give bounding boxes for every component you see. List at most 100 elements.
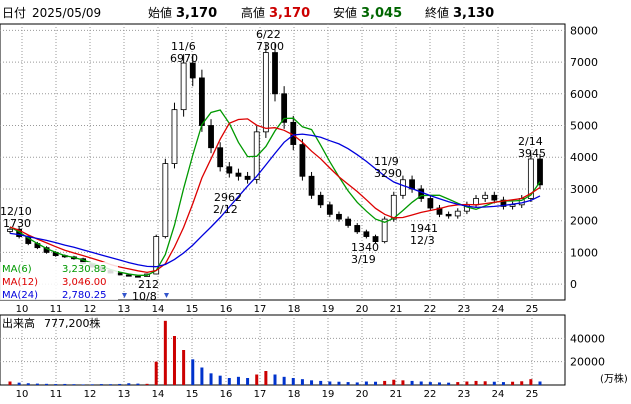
volume-bar xyxy=(54,384,58,385)
annotation-low-108-date: 10/8 xyxy=(132,290,157,303)
high-value: 3,170 xyxy=(269,6,310,21)
volume-value: 777,200株 xyxy=(44,316,101,330)
annotation-high-214-price: 3945 xyxy=(518,147,546,160)
price-panel-frame xyxy=(0,23,566,301)
volume-bar xyxy=(26,383,30,385)
volume-bar xyxy=(410,380,414,385)
volume-x-axis-labels: 10 11 12 13 14 15 16 17 18 19 20 21 22 23 24 25 xyxy=(16,389,539,400)
annotation-high-1210-price: 1730 xyxy=(3,217,31,230)
volume-bar xyxy=(520,381,524,385)
high-label: 高値 xyxy=(241,5,265,20)
annotation-high-116-price: 6970 xyxy=(170,52,198,65)
price-x-label: 14 xyxy=(152,304,165,315)
price-tick-label: 4000 xyxy=(570,151,598,164)
volume-bar xyxy=(300,379,304,385)
price-x-label: 25 xyxy=(526,304,539,315)
volume-grid xyxy=(0,315,565,385)
candle-body xyxy=(226,166,233,174)
annotation-high-116-date: 11/6 xyxy=(171,40,196,53)
volume-bar xyxy=(401,380,405,385)
volume-bar xyxy=(273,374,277,385)
volume-bar xyxy=(501,382,505,385)
price-tick-label: 3000 xyxy=(570,183,598,196)
annotations: 12/10 1730 11/6 6970 6/22 7300 2962 2/12… xyxy=(0,28,546,303)
candle-body xyxy=(427,198,434,209)
volume-x-label: 13 xyxy=(118,389,131,400)
price-tick-label: 0 xyxy=(570,278,577,291)
price-x-label: 20 xyxy=(356,304,369,315)
volume-bar xyxy=(282,376,286,385)
candle-body xyxy=(153,236,160,275)
price-x-label: 21 xyxy=(390,304,403,315)
volume-bar xyxy=(383,380,387,385)
candle-body xyxy=(208,125,214,149)
price-x-label: 10 xyxy=(16,304,29,315)
candle-body xyxy=(189,62,196,79)
volume-x-label: 23 xyxy=(458,389,471,400)
price-tick-label: 8000 xyxy=(570,24,598,37)
close-label: 終値 xyxy=(425,5,449,20)
price-x-label: 13 xyxy=(118,304,131,315)
ma6-label: MA(6) xyxy=(2,264,32,275)
candle-body xyxy=(473,198,479,206)
volume-bar xyxy=(163,320,167,385)
candle-body xyxy=(217,147,224,168)
volume-unit: (万株) xyxy=(600,372,628,385)
price-tick-label: 6000 xyxy=(570,88,598,101)
annotation-low-212-date: 2/12 xyxy=(213,203,238,216)
candle-body xyxy=(198,77,205,126)
volume-bar xyxy=(191,359,195,385)
candle-body xyxy=(281,93,288,123)
annotation-high-622-price: 7300 xyxy=(256,40,284,53)
volume-bar xyxy=(63,383,67,385)
annotation-high-119-price: 3290 xyxy=(374,167,402,180)
candle-body xyxy=(336,213,342,220)
volume-x-label: 14 xyxy=(152,389,165,400)
low-marker-triangle-2 xyxy=(164,293,169,298)
volume-bar xyxy=(456,382,460,385)
candle-body xyxy=(454,210,461,217)
volume-bar xyxy=(127,383,131,385)
volume-bar xyxy=(538,381,542,385)
annotation-low-212-price: 2962 xyxy=(214,191,242,204)
candle-body xyxy=(262,52,269,133)
volume-bar xyxy=(428,382,432,385)
volume-bar xyxy=(419,381,423,385)
volume-bar xyxy=(492,381,496,385)
volume-bar xyxy=(319,380,323,385)
volume-bar xyxy=(364,381,368,385)
volume-bar xyxy=(437,382,441,385)
annotation-high-622-date: 6/22 xyxy=(256,28,281,41)
low-marker-triangle-1 xyxy=(122,293,127,298)
price-tick-label: 1000 xyxy=(570,246,598,259)
volume-x-label: 21 xyxy=(390,389,403,400)
ma12-value: 3,046.00 xyxy=(62,277,107,288)
price-x-label: 19 xyxy=(322,304,335,315)
price-tick-label: 5000 xyxy=(570,120,598,133)
candle-body xyxy=(135,275,141,278)
volume-x-label: 15 xyxy=(186,389,199,400)
volume-x-label: 10 xyxy=(16,389,29,400)
candle-body xyxy=(7,228,13,232)
candle-body xyxy=(308,175,315,196)
volume-x-label: 11 xyxy=(50,389,63,400)
candle-body xyxy=(400,179,406,196)
volume-bar xyxy=(145,383,149,385)
candle-body xyxy=(363,231,370,237)
annotation-low-319-price: 1340 xyxy=(351,241,379,254)
candle-body xyxy=(381,218,388,243)
volume-bar xyxy=(35,383,39,385)
ma24-line xyxy=(9,133,541,268)
open-label: 始値 xyxy=(148,5,172,20)
volume-bar xyxy=(172,336,176,385)
price-tick-label: 2000 xyxy=(570,215,598,228)
volume-bar xyxy=(511,381,515,385)
volume-bar xyxy=(99,384,103,385)
volume-x-label: 20 xyxy=(356,389,369,400)
volume-bar xyxy=(264,371,268,385)
candle-body xyxy=(354,225,361,233)
volume-bar xyxy=(310,380,314,385)
candle-body xyxy=(500,199,507,207)
candle-body xyxy=(171,109,178,164)
